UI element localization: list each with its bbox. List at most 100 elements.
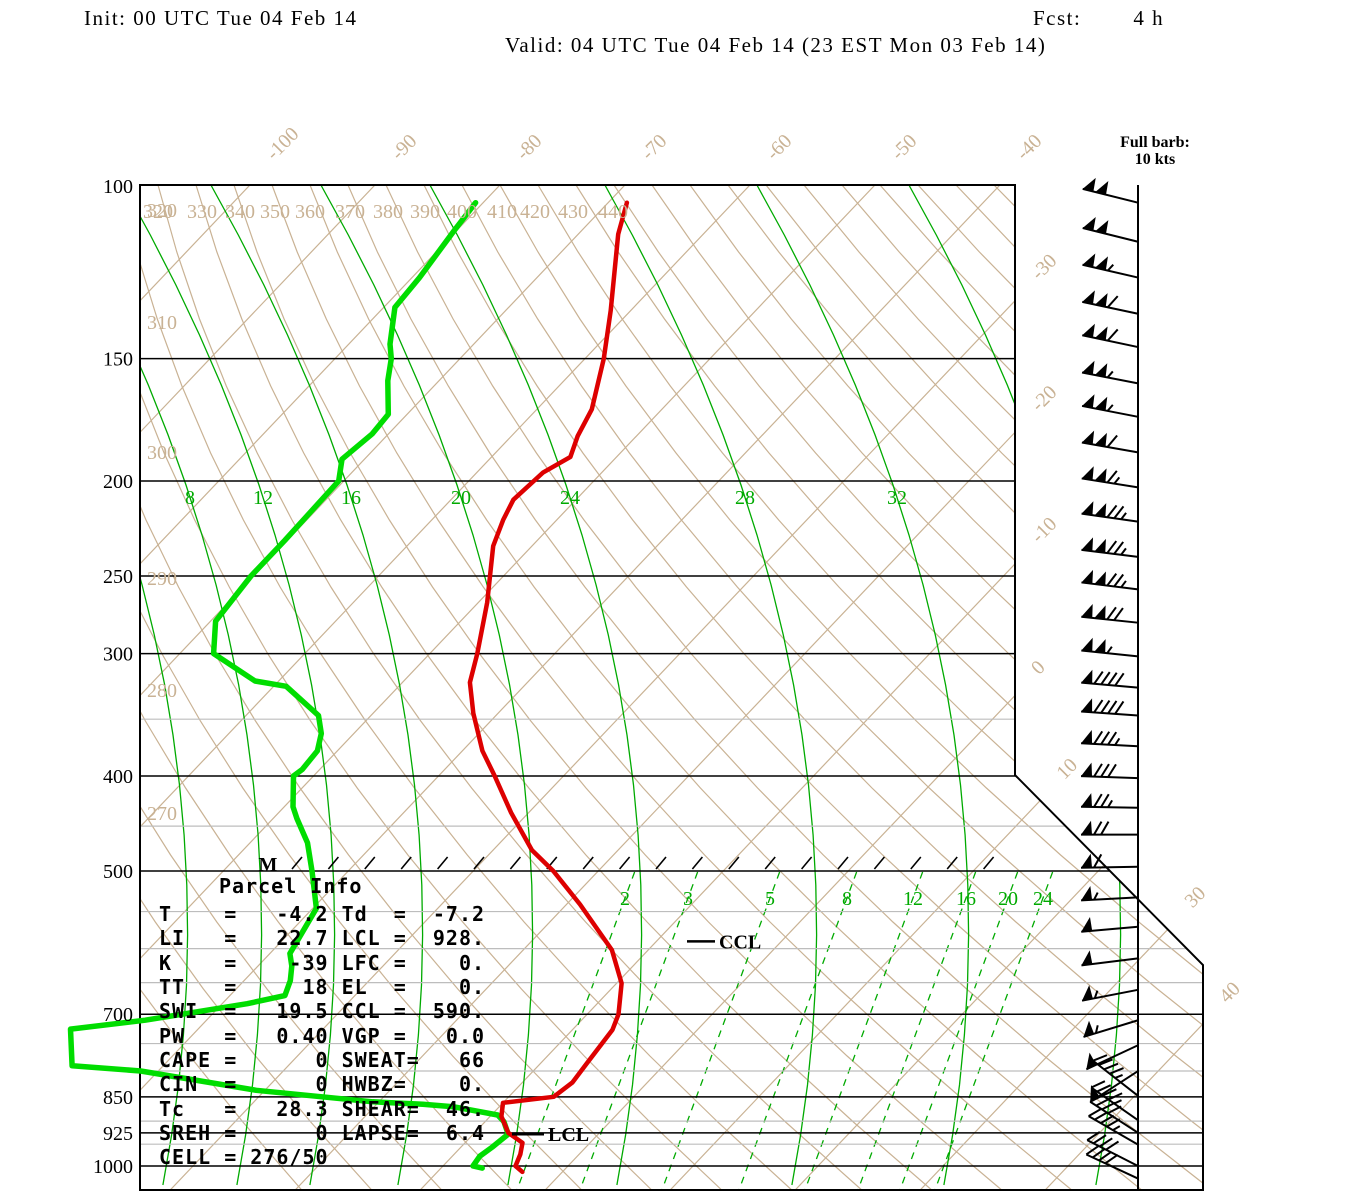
moist-adiabats <box>140 185 1122 1186</box>
isotherm-label: 30 <box>1181 882 1211 912</box>
major-isobars <box>140 357 1203 1167</box>
theta-top-label: 350 <box>260 201 290 223</box>
pressure-tick-label: 400 <box>103 766 133 788</box>
minor-isobars <box>140 718 1203 1145</box>
isotherm-label: -80 <box>512 130 546 164</box>
isotherm-label: -90 <box>387 130 421 164</box>
theta-top-label: 420 <box>520 201 550 223</box>
mixing-ratio-label: 2 <box>620 888 630 910</box>
parcel-line: PW = 0.40 VGP = 0.0 <box>159 1023 486 1048</box>
moist-adiabat-label: 20 <box>451 487 471 509</box>
lcl-label: LCL <box>548 1124 589 1146</box>
parcel-line: TT = 18 EL = 0. <box>159 975 486 1000</box>
theta-top-label: 360 <box>295 201 325 223</box>
isotherm-label: 10 <box>1052 754 1082 784</box>
theta-left-label: 290 <box>147 568 177 590</box>
theta-top-label: 320 <box>143 201 173 223</box>
parcel-line: SREH = 0 LAPSE= 6.4 <box>159 1121 486 1146</box>
wind-barb <box>1081 985 1139 1002</box>
wind-barb <box>1081 569 1139 591</box>
moist-adiabat-labels: 8 12 16 20 24 28 32 <box>185 487 907 509</box>
parcel-line: CELL = 276/50 <box>159 1145 329 1170</box>
wind-barb <box>1081 430 1139 454</box>
isotherm-label: -70 <box>637 130 671 164</box>
parcel-line: K = -39 LFC = 0. <box>159 950 486 975</box>
theta-top-label: 390 <box>410 201 440 223</box>
pressure-tick-label: 1000 <box>93 1156 133 1178</box>
valid-time-label: Valid: 04 UTC Tue 04 Feb 14 (23 EST Mon … <box>505 33 1047 57</box>
pressure-tick-label: 200 <box>103 471 133 493</box>
wind-barb <box>1089 1094 1139 1134</box>
wind-barb <box>1082 253 1139 279</box>
mixing-ratio-label: 3 <box>683 888 693 910</box>
wind-barb <box>1080 793 1139 809</box>
wind-barb <box>1085 1145 1139 1180</box>
moist-adiabat-label: 12 <box>253 487 273 509</box>
plot-border <box>139 184 1204 1191</box>
pressure-tick-label: 250 <box>103 566 133 588</box>
isotherm-label: -50 <box>887 130 921 164</box>
isotherm-label: -10 <box>1027 513 1061 547</box>
init-time-label: Init: 00 UTC Tue 04 Feb 14 <box>84 6 358 30</box>
moist-adiabat-label: 16 <box>341 487 361 509</box>
isotherm-label: -20 <box>1027 381 1061 415</box>
wind-barb <box>1080 853 1139 869</box>
wind-barb <box>1083 1019 1139 1038</box>
wind-barb <box>1092 1054 1139 1097</box>
wind-barb <box>1088 1107 1139 1146</box>
wind-barb <box>1081 603 1139 624</box>
theta-top-label: 330 <box>187 201 217 223</box>
m-marker: M <box>259 854 278 876</box>
isotherm-label: 0 <box>1027 656 1050 679</box>
wind-barb <box>1081 537 1139 558</box>
parcel-line: T = -4.2 Td = -7.2 <box>159 902 486 926</box>
wind-barb <box>1080 762 1139 780</box>
moist-adiabat-label: 32 <box>887 487 907 509</box>
theta-left-label: 310 <box>147 312 177 334</box>
wind-barb <box>1082 323 1139 349</box>
fcst-value: 4 h <box>1133 6 1165 30</box>
theta-left-label: 300 <box>147 442 177 464</box>
temperature-curve <box>467 200 630 1175</box>
theta-top-label: 410 <box>487 201 517 223</box>
isotherm-label: -40 <box>1012 130 1046 164</box>
wind-barb <box>1085 1044 1139 1071</box>
parcel-info-block: T = -4.2 Td = -7.2 LI = 22.7 LCL = 928. … <box>159 902 485 1170</box>
mixing-ratio-lines <box>516 871 1054 1190</box>
wind-barb <box>1081 917 1139 933</box>
mixing-ratio-label: 8 <box>842 888 852 910</box>
wind-barb-legend: Full barb: 10 kts <box>1100 134 1210 168</box>
ccl-label: CCL <box>719 931 761 953</box>
pressure-tick-label: 850 <box>103 1087 133 1109</box>
wind-barb <box>1081 950 1139 967</box>
theta-left-label: 270 <box>147 803 177 825</box>
wind-barb <box>1081 729 1139 748</box>
moist-adiabat-label: 8 <box>185 487 195 509</box>
theta-top-label: 380 <box>373 201 403 223</box>
parcel-line: LI = 22.7 LCL = 928. <box>159 926 486 951</box>
pressure-tick-label: 500 <box>103 861 133 883</box>
wind-barb <box>1081 669 1139 689</box>
theta-left-label: 320 <box>147 200 177 222</box>
wind-barb <box>1082 290 1139 315</box>
mixing-ratio-label: 12 <box>903 888 923 910</box>
dewpoint-curve <box>67 199 511 1171</box>
theta-top-label: 340 <box>225 201 255 223</box>
wind-barb <box>1081 466 1139 489</box>
wind-barb <box>1081 886 1139 902</box>
parcel-line: SWI = 19.5 CCL = 590. <box>159 999 486 1024</box>
pressure-tick-label: 150 <box>103 349 133 371</box>
fcst-label: Fcst: <box>1033 6 1082 30</box>
isotherm-label: -100 <box>262 123 303 164</box>
isotherm-label: 40 <box>1215 978 1245 1008</box>
moist-adiabat-label: 24 <box>560 487 580 509</box>
wind-barb <box>1082 177 1139 204</box>
pressure-axis-labels: 100 150 200 250 300 400 500 700 850 925 1000 <box>93 176 133 1178</box>
wind-barb <box>1081 360 1139 385</box>
theta-top-label: 430 <box>558 201 588 223</box>
mixing-ratio-label: 16 <box>956 888 976 910</box>
theta-top-label: 370 <box>335 201 365 223</box>
wind-barb <box>1082 216 1139 243</box>
mixing-ratio-label: 20 <box>998 888 1018 910</box>
wind-barbs <box>1080 177 1139 1190</box>
